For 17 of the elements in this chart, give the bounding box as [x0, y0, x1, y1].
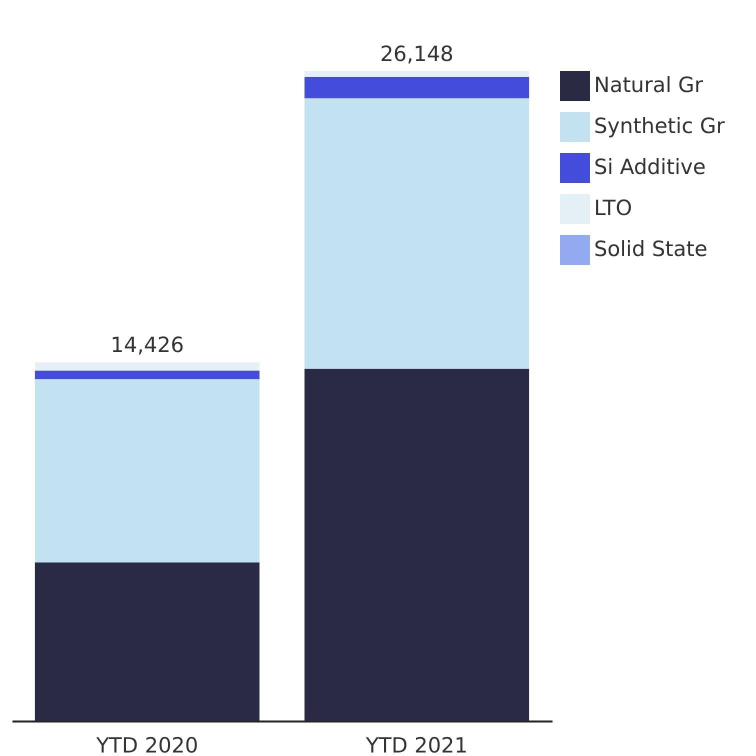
- bar: [304, 98, 530, 369]
- bar: [34, 362, 260, 371]
- bar: [34, 379, 260, 562]
- legend-label: Solid State: [594, 237, 708, 261]
- legend-label: Natural Gr: [594, 73, 704, 97]
- bar: [34, 562, 260, 721]
- x-tick-label: YTD 2020: [95, 734, 198, 756]
- bar: [304, 368, 530, 721]
- annotation: 26,148: [380, 42, 454, 66]
- legend-label: LTO: [594, 196, 632, 220]
- legend-label: Synthetic Gr: [594, 114, 726, 138]
- x-tick-label: YTD 2021: [364, 734, 468, 756]
- bar: [304, 76, 530, 98]
- legend-label: Si Additive: [594, 155, 706, 179]
- annotation: 14,426: [110, 333, 184, 358]
- bar: [304, 71, 530, 77]
- bar: [34, 370, 260, 380]
